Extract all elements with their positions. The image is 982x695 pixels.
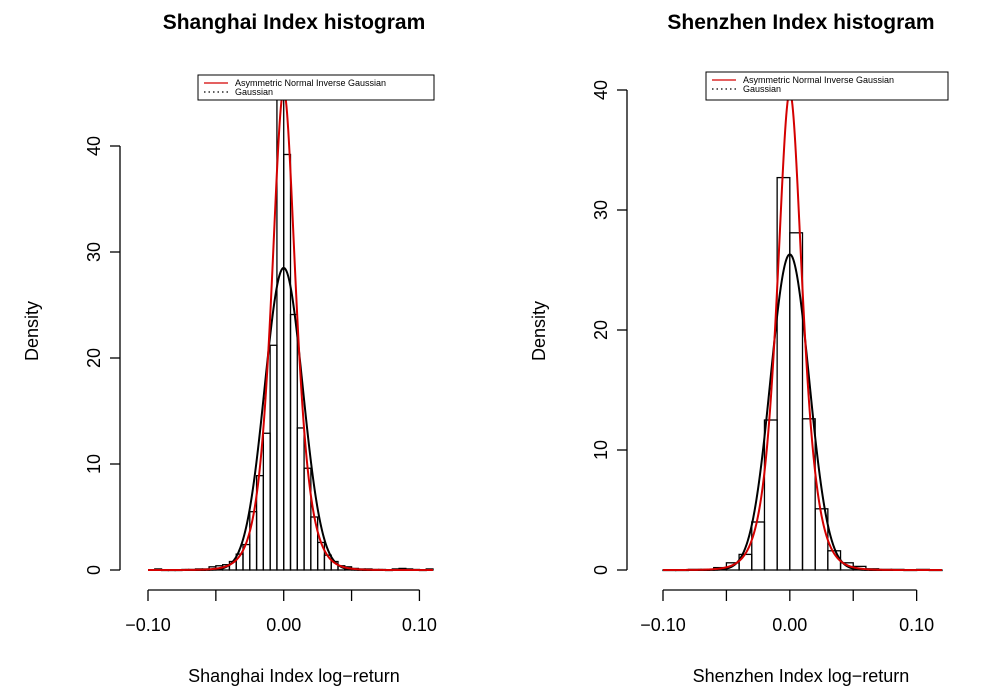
y-axis: 0 10 20 30 40 xyxy=(84,136,121,575)
histogram-bar xyxy=(801,418,816,571)
legend-box xyxy=(197,74,435,101)
x-tick-label: −0.10 xyxy=(640,615,686,635)
histogram-bars xyxy=(662,176,943,572)
density-curves xyxy=(148,89,433,571)
histogram-bar xyxy=(789,232,804,571)
y-tick-label: 30 xyxy=(84,242,104,262)
histogram-bar xyxy=(262,432,271,571)
density-curves xyxy=(663,91,942,571)
x-tick-label: 0.00 xyxy=(772,615,807,635)
y-axis-label: Density xyxy=(22,301,42,361)
y-axis: 0 10 20 30 40 xyxy=(591,80,628,575)
chart-title: Shanghai Index histogram xyxy=(163,11,426,34)
y-tick-label: 0 xyxy=(84,565,104,575)
y-tick-label: 20 xyxy=(591,320,611,340)
shanghai-histogram-panel: Shanghai Index histogram Shanghai Index … xyxy=(22,11,437,686)
y-tick-label: 10 xyxy=(591,440,611,460)
histogram-bars xyxy=(154,92,434,572)
x-tick-label: 0.10 xyxy=(402,615,437,635)
shenzhen-histogram-panel: Shenzhen Index histogram Shenzhen Index … xyxy=(529,11,949,686)
x-axis-label: Shanghai Index log−return xyxy=(188,666,400,686)
legend: Asymmetric Normal Inverse GaussianGaussi… xyxy=(705,71,949,101)
histogram-bar xyxy=(751,521,766,571)
histogram-bar xyxy=(763,419,778,571)
y-tick-label: 0 xyxy=(591,565,611,575)
x-tick-label: 0.00 xyxy=(266,615,301,635)
x-axis-label: Shenzhen Index log−return xyxy=(693,666,910,686)
anig-curve xyxy=(663,91,942,571)
legend-label: Asymmetric Normal Inverse Gaussian xyxy=(235,78,386,88)
histogram-bar xyxy=(289,313,298,571)
x-axis: −0.10 0.00 0.10 xyxy=(125,589,437,635)
legend: Asymmetric Normal Inverse GaussianGaussi… xyxy=(197,74,435,101)
y-tick-label: 10 xyxy=(84,454,104,474)
histogram-bar xyxy=(296,427,305,571)
y-tick-label: 30 xyxy=(591,200,611,220)
anig-curve xyxy=(148,89,433,571)
y-tick-label: 20 xyxy=(84,348,104,368)
legend-label: Gaussian xyxy=(743,84,781,94)
legend-label: Gaussian xyxy=(235,87,273,97)
histogram-bar xyxy=(283,153,292,571)
x-tick-label: −0.10 xyxy=(125,615,171,635)
x-tick-label: 0.10 xyxy=(899,615,934,635)
legend-label: Asymmetric Normal Inverse Gaussian xyxy=(743,75,894,85)
y-tick-label: 40 xyxy=(84,136,104,156)
chart-title: Shenzhen Index histogram xyxy=(667,11,934,34)
y-tick-label: 40 xyxy=(591,80,611,100)
legend-box xyxy=(705,71,949,101)
histogram-bar xyxy=(269,344,278,571)
x-axis: −0.10 0.00 0.10 xyxy=(640,589,934,635)
y-axis-label: Density xyxy=(529,301,549,361)
